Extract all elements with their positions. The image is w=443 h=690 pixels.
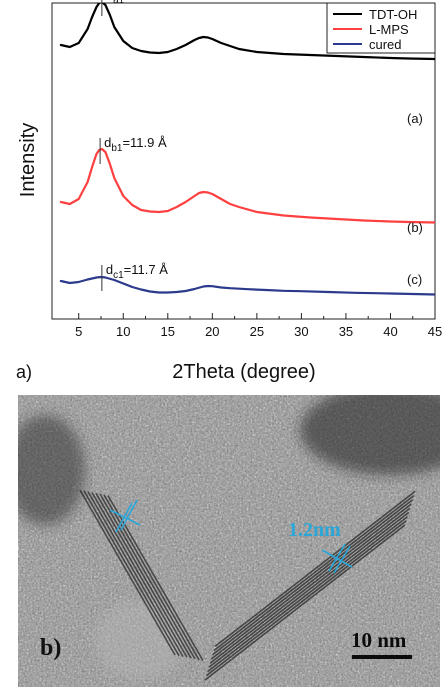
curve-group xyxy=(59,3,435,296)
x-tick-label: 45 xyxy=(428,324,442,339)
lattice-fringe xyxy=(99,493,196,660)
series-line-l-mps xyxy=(59,147,435,224)
curve-label: (b) xyxy=(407,220,423,235)
plot-frame xyxy=(51,2,436,320)
lattice-fringe xyxy=(212,499,414,656)
xrd-chart: 5 10 15 20 25 30 35 40 45 (a) (b) (c) da1=11.7 Å db… xyxy=(16,0,442,383)
tem-micrograph: 1.2nm b) 10 nm xyxy=(18,395,440,687)
lattice-fringe xyxy=(209,507,411,664)
panel-a-label: a) xyxy=(16,362,32,382)
lattice-fringe xyxy=(207,515,409,673)
d-spacing-label: db1=11.9 Å xyxy=(104,135,167,154)
lattice-fringe xyxy=(213,494,415,652)
x-tick-label: 30 xyxy=(294,324,308,339)
lattice-fringe xyxy=(87,491,184,657)
d-spacing-label: da1=11.7 Å xyxy=(106,0,169,6)
lattice-fringe xyxy=(91,492,188,658)
panel-b-label: b) xyxy=(40,635,61,661)
x-axis-title: 2Theta (degree) xyxy=(172,361,315,383)
x-tick-label: 25 xyxy=(250,324,264,339)
x-tick-label: 5 xyxy=(75,324,82,339)
lattice-fringe xyxy=(95,492,192,659)
x-tick-label: 15 xyxy=(161,324,175,339)
d-spacing-label: dc1=11.7 Å xyxy=(106,262,168,281)
lattice-fringe xyxy=(79,489,176,656)
legend-label-cured: cured xyxy=(369,37,402,52)
lattice-spacing-label: 1.2nm xyxy=(288,519,341,541)
lattice-fringes-right xyxy=(204,490,416,681)
lattice-fringe xyxy=(210,503,412,660)
lattice-fringe xyxy=(208,511,410,669)
y-axis-title: Intensity xyxy=(17,123,39,197)
lattice-fringe xyxy=(83,490,180,657)
legend: TDT-OH L-MPS cured xyxy=(326,2,436,54)
lattice-marker-left xyxy=(109,499,141,533)
lattice-marker-right xyxy=(321,543,353,574)
x-tick-label: 40 xyxy=(383,324,397,339)
lattice-fringe xyxy=(204,524,406,681)
x-tick-label: 20 xyxy=(205,324,219,339)
scale-bar-label: 10 nm xyxy=(351,628,407,652)
curve-labels: (a) (b) (c) xyxy=(407,111,423,287)
curve-label: (a) xyxy=(407,111,423,126)
x-tick-label: 35 xyxy=(339,324,353,339)
tem-shading xyxy=(18,395,440,680)
legend-label-tdt-oh: TDT-OH xyxy=(369,7,417,22)
x-tick-label: 10 xyxy=(116,324,130,339)
series-line-cured xyxy=(59,275,435,296)
lattice-fringe xyxy=(205,520,407,677)
legend-label-l-mps: L-MPS xyxy=(369,22,409,37)
x-axis-ticks xyxy=(78,313,436,319)
lattice-fringe xyxy=(103,494,200,661)
x-axis-tick-labels: 5 10 15 20 25 30 35 40 45 xyxy=(75,324,442,339)
curve-label: (c) xyxy=(407,272,422,287)
d-spacing-annotations: da1=11.7 Å db1=11.9 Å dc1=11.7 Å xyxy=(99,0,169,291)
scale-bar xyxy=(352,655,412,659)
series-line-tdt-oh xyxy=(59,3,435,61)
lattice-fringe xyxy=(214,490,416,648)
